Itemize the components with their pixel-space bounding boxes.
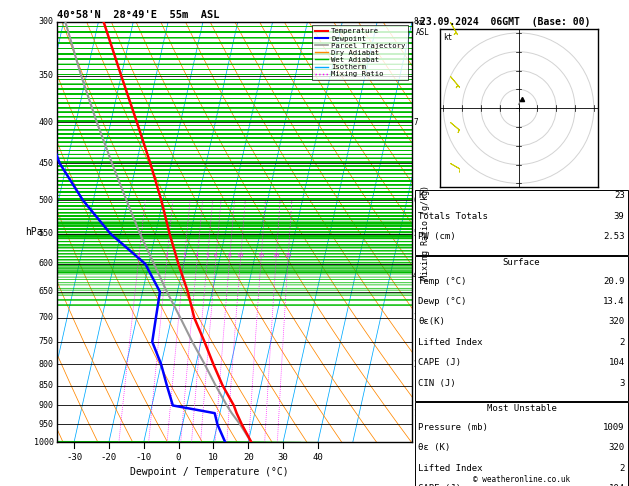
Text: 23: 23	[614, 191, 625, 201]
Text: 800: 800	[39, 360, 54, 369]
Text: 400: 400	[39, 118, 54, 127]
Text: 320: 320	[608, 317, 625, 327]
Text: 900: 900	[39, 401, 54, 410]
Text: 2: 2	[165, 254, 169, 259]
Text: 2.53: 2.53	[603, 232, 625, 242]
Text: 7: 7	[413, 118, 418, 127]
Text: Dewp (°C): Dewp (°C)	[418, 297, 467, 306]
Text: 10: 10	[208, 453, 219, 462]
Text: 1: 1	[136, 254, 140, 259]
Text: -30: -30	[66, 453, 82, 462]
Text: 104: 104	[608, 484, 625, 486]
Text: 39: 39	[614, 212, 625, 221]
Text: 6: 6	[413, 196, 418, 205]
Text: 1009: 1009	[603, 423, 625, 432]
Text: 20.9: 20.9	[603, 277, 625, 286]
Text: Temp (°C): Temp (°C)	[418, 277, 467, 286]
Text: 2: 2	[619, 338, 625, 347]
Text: 1000: 1000	[34, 438, 54, 447]
Text: 450: 450	[39, 159, 54, 168]
Text: 300: 300	[39, 17, 54, 26]
Text: 700: 700	[39, 313, 54, 322]
Text: -10: -10	[136, 453, 152, 462]
Text: 25: 25	[284, 254, 292, 259]
Text: θε (K): θε (K)	[418, 443, 450, 452]
Text: 8: 8	[413, 17, 418, 26]
Text: 850: 850	[39, 381, 54, 390]
Text: CAPE (J): CAPE (J)	[418, 484, 461, 486]
Text: 20: 20	[243, 453, 253, 462]
Text: PW (cm): PW (cm)	[418, 232, 456, 242]
Text: 4: 4	[195, 254, 199, 259]
Text: kt: kt	[443, 34, 453, 42]
Text: 0: 0	[176, 453, 181, 462]
Text: 2: 2	[413, 360, 418, 369]
Text: 320: 320	[608, 443, 625, 452]
Text: 2: 2	[619, 464, 625, 473]
Text: 20: 20	[272, 254, 280, 259]
Text: K: K	[418, 191, 424, 201]
Text: 600: 600	[39, 260, 54, 268]
Text: 1LCL: 1LCL	[413, 409, 431, 417]
Text: 8: 8	[228, 254, 231, 259]
Text: 3: 3	[182, 254, 186, 259]
Text: km
ASL: km ASL	[416, 17, 430, 37]
Text: 15: 15	[257, 254, 265, 259]
Text: Pressure (mb): Pressure (mb)	[418, 423, 488, 432]
Text: Mixing Ratio (g/kg): Mixing Ratio (g/kg)	[421, 185, 430, 279]
Text: 13.4: 13.4	[603, 297, 625, 306]
Text: 650: 650	[39, 287, 54, 296]
Text: hPa: hPa	[25, 227, 42, 237]
Text: © weatheronline.co.uk: © weatheronline.co.uk	[473, 474, 570, 484]
Legend: Temperature, Dewpoint, Parcel Trajectory, Dry Adiabat, Wet Adiabat, Isotherm, Mi: Temperature, Dewpoint, Parcel Trajectory…	[311, 25, 408, 80]
Text: 4: 4	[413, 271, 418, 280]
Text: 3: 3	[619, 379, 625, 388]
Text: Totals Totals: Totals Totals	[418, 212, 488, 221]
Text: 40°58'N  28°49'E  55m  ASL: 40°58'N 28°49'E 55m ASL	[57, 10, 219, 20]
Text: Surface: Surface	[503, 258, 540, 267]
Text: Most Unstable: Most Unstable	[486, 404, 557, 414]
Text: 950: 950	[39, 420, 54, 429]
Text: 40: 40	[313, 453, 323, 462]
Text: Dewpoint / Temperature (°C): Dewpoint / Temperature (°C)	[130, 468, 289, 477]
Text: 550: 550	[39, 229, 54, 238]
Text: 10: 10	[237, 254, 244, 259]
Text: 5: 5	[205, 254, 209, 259]
Text: 500: 500	[39, 196, 54, 205]
Text: θε(K): θε(K)	[418, 317, 445, 327]
Text: CAPE (J): CAPE (J)	[418, 358, 461, 367]
Text: Lifted Index: Lifted Index	[418, 464, 483, 473]
Text: 3: 3	[413, 313, 418, 322]
Text: CIN (J): CIN (J)	[418, 379, 456, 388]
Text: 30: 30	[278, 453, 289, 462]
Text: 23.09.2024  06GMT  (Base: 00): 23.09.2024 06GMT (Base: 00)	[420, 17, 591, 27]
Text: 750: 750	[39, 337, 54, 347]
Text: 6: 6	[214, 254, 218, 259]
Text: Lifted Index: Lifted Index	[418, 338, 483, 347]
Text: 5: 5	[413, 229, 418, 238]
Text: 104: 104	[608, 358, 625, 367]
Text: 350: 350	[39, 71, 54, 80]
Text: -20: -20	[101, 453, 117, 462]
